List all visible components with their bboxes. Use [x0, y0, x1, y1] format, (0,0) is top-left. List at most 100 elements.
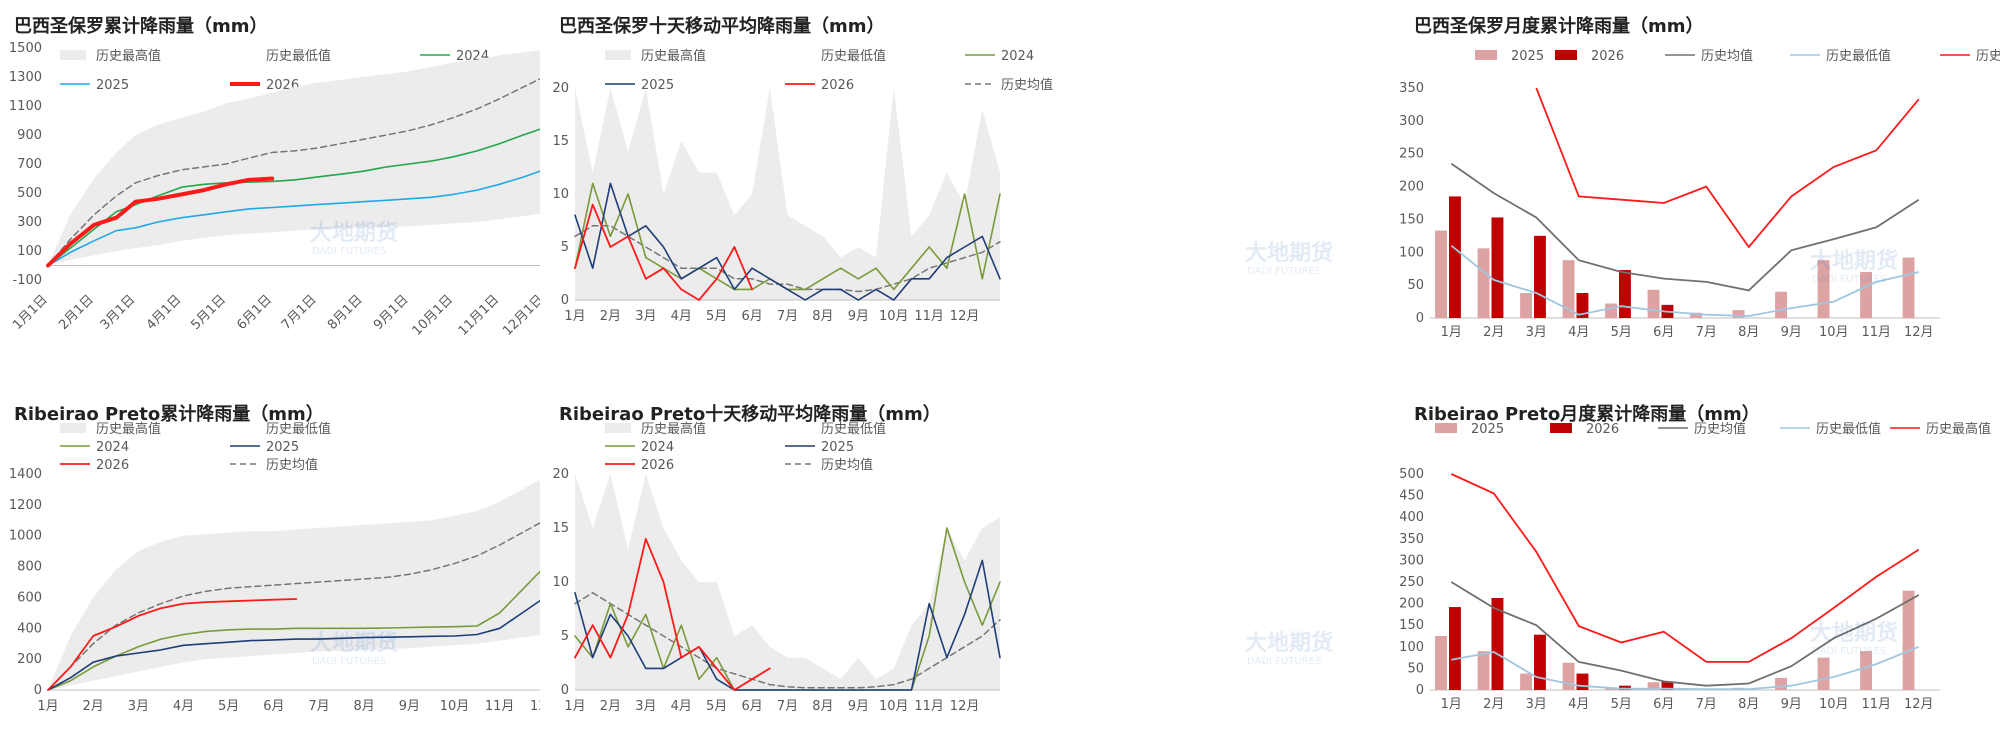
y-tick-label: 50 [1407, 661, 1424, 676]
x-tick-label: 5月 [218, 699, 239, 714]
x-tick-label: 12月 [530, 699, 540, 714]
y-tick-label: 500 [17, 186, 42, 201]
bar-2025-4月 [1562, 662, 1575, 690]
bar-2025-6月 [1647, 682, 1660, 690]
x-tick-label: 6月1日 [234, 292, 275, 333]
x-tick-label: 7月1日 [279, 292, 320, 333]
legend-label: 历史最低值 [1816, 421, 1881, 437]
chart-svg-sp_month: 巴西圣保罗月度累计降雨量（mm） 2025 2026 历史均值 历史最低值 历史最高值 35… [1400, 15, 2000, 340]
series-area-hist-max [575, 88, 1000, 300]
y-tick-label: 600 [17, 590, 42, 605]
x-tick-label: 7月 [777, 309, 798, 324]
y-tick-label: 250 [1400, 575, 1424, 590]
x-tick-label: 4月 [671, 309, 692, 324]
legend-item-历史最低值: 历史最低值 [230, 421, 331, 437]
x-tick-label: 1月 [564, 699, 585, 714]
legend-label: 2025 [1511, 49, 1544, 64]
legend-item-历史最低值: 历史最低值 [1790, 48, 1891, 64]
series-line-2026 [574, 537, 771, 691]
x-tick-label: 3月1日 [98, 292, 139, 333]
x-tick-label: 12月 [950, 699, 980, 714]
x-tick-label: 10月 [879, 309, 909, 324]
legend-swatch [605, 50, 631, 60]
legend-label: 2024 [1001, 49, 1034, 64]
legend-item-2025: 2025 [785, 440, 854, 455]
series-line-2026 [46, 176, 275, 268]
legend-item-2026: 2026 [785, 78, 854, 93]
x-tick-label: 8月 [1738, 325, 1759, 340]
series-area-hist-max [575, 474, 1000, 690]
x-tick-label: 2月 [1483, 325, 1504, 340]
legend-label: 历史最低值 [821, 48, 886, 64]
chart-sp-cumulative: 巴西圣保罗累计降雨量（mm）历史最高值历史最低值202420252026历史均值… [0, 0, 540, 380]
chart-svg-rp_cum: Ribeirao Preto累计降雨量（mm）历史最高值 历史最低值 2024 202… [9, 403, 540, 714]
chart-svg-rp_ma: Ribeirao Preto十天移动平均降雨量（mm）历史最高值 历史最低值202… [552, 403, 1333, 714]
y-tick-label: 450 [1400, 489, 1424, 504]
legend-item-2025: 2025 [60, 78, 129, 93]
legend-item-2025: 2025 [1475, 49, 1544, 64]
chart-title: Ribeirao Preto月度累计降雨量（mm） [1414, 403, 1760, 425]
x-tick-label: 1月 [1441, 697, 1462, 712]
x-tick-label: 4月 [1568, 697, 1589, 712]
x-tick-label: 4月 [173, 699, 194, 714]
y-tick-label: 0 [1416, 683, 1424, 698]
x-tick-label: 6月 [741, 699, 762, 714]
y-tick-label: 250 [1400, 147, 1424, 162]
legend-label: 2025 [96, 78, 129, 93]
chart-sp-ten-day-ma: 巴西圣保罗十天移动平均降雨量（mm） 历史最高值 历史最低值 2024 2025 2026… [545, 0, 1395, 380]
x-tick-label: 2月 [600, 699, 621, 714]
bar-2025-5月 [1605, 303, 1617, 318]
x-tick-label: 5月 [706, 309, 727, 324]
series-line-历史均值 [47, 78, 540, 267]
watermark-text: 大地期货 [1810, 248, 1898, 274]
series-line-历史均值 [574, 592, 1001, 689]
y-tick-label: 400 [17, 621, 42, 636]
legend-label: 2026 [1591, 49, 1624, 64]
y-tick-label: 300 [1400, 114, 1424, 129]
y-tick-label: 500 [1400, 467, 1424, 482]
x-tick-label: 3月 [1526, 325, 1547, 340]
x-tick-label: 4月 [1568, 325, 1589, 340]
x-tick-label: 12月 [950, 309, 980, 324]
y-tick-label: 800 [17, 560, 42, 575]
x-tick-label: 7月 [777, 699, 798, 714]
y-tick-label: 1100 [9, 99, 42, 114]
bar-2025-12月 [1902, 590, 1915, 690]
legend-item-2026: 2026 [60, 458, 129, 473]
legend-label: 2026 [641, 458, 674, 473]
bar-2025-10月 [1817, 260, 1830, 318]
legend-swatch [1550, 423, 1572, 433]
legend-label: 历史均值 [1001, 77, 1053, 93]
y-tick-label: 100 [1400, 640, 1424, 655]
legend-item-2026: 2026 [1550, 422, 1619, 437]
chart-rp-ten-day-ma: Ribeirao Preto十天移动平均降雨量（mm） 历史最高值 历史最低值 202… [545, 388, 1395, 739]
x-tick-label: 9月 [848, 309, 869, 324]
x-tick-label: 9月 [1781, 325, 1802, 340]
y-tick-label: 10 [552, 187, 569, 202]
series-line-历史均值 [1450, 162, 1920, 292]
bar-2025-11月 [1860, 272, 1872, 318]
legend-item-历史最高值: 历史最高值 [60, 421, 161, 437]
chart-rp-cumulative: Ribeirao Preto累计降雨量（mm） 历史最高值 历史最低值 2024 202… [0, 388, 540, 739]
y-tick-label: 15 [552, 134, 569, 149]
watermark-text: 大地期货 [1245, 630, 1333, 656]
watermark-text: 大地期货 [1245, 240, 1333, 266]
x-tick-label: 12月1日 [500, 292, 540, 339]
legend-label: 2025 [641, 78, 674, 93]
x-tick-label: 4月 [671, 699, 692, 714]
legend-swatch [605, 423, 631, 433]
legend-item-2026: 2026 [1555, 49, 1624, 64]
bar-2025-9月 [1775, 291, 1787, 318]
series-line-2026 [47, 598, 298, 691]
legend-swatch [785, 50, 811, 60]
y-tick-label: 1500 [9, 41, 42, 56]
y-tick-label: 20 [552, 81, 569, 96]
bar-2026-4月 [1576, 673, 1589, 690]
legend-item-历史最高值: 历史最高值 [1890, 421, 1991, 437]
legend-label: 2026 [1586, 422, 1619, 437]
y-tick-label: 300 [17, 215, 42, 230]
legend-swatch [1555, 50, 1577, 60]
series-line-历史最高值 [1535, 87, 1920, 249]
